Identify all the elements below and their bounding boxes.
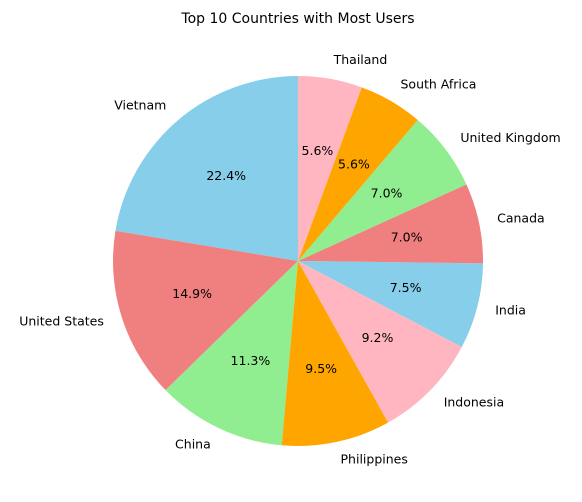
labels-layer: Vietnam 22.4% United States 14.9% China 11.3%…: [19, 52, 560, 466]
pie-slice-philippines: [281, 261, 389, 446]
pie-slice-south-africa: [298, 87, 418, 261]
pie-slice-united-kingdom: [298, 119, 467, 261]
slices-layer: [112, 76, 484, 446]
slice-label-philippines: Philippines: [341, 452, 408, 467]
slice-label-indonesia: Indonesia: [444, 395, 504, 410]
pct-label-south-africa: 5.6%: [338, 157, 370, 172]
pie-slice-united-states: [112, 230, 298, 391]
pct-label-china: 11.3%: [231, 353, 271, 368]
pct-label-indonesia: 9.2%: [362, 330, 394, 345]
pct-label-vietnam: 22.4%: [206, 168, 246, 183]
pie-slice-vietnam: [115, 76, 299, 261]
pct-label-india: 7.5%: [390, 280, 422, 295]
slice-label-india: India: [495, 302, 526, 317]
chart-title: Top 10 Countries with Most Users: [180, 11, 414, 27]
slice-label-united-states: United States: [19, 314, 104, 329]
slice-label-china: China: [175, 436, 211, 451]
pct-label-united-kingdom: 7.0%: [371, 186, 403, 201]
pct-label-thailand: 5.6%: [302, 143, 334, 158]
slice-label-canada: Canada: [497, 211, 545, 226]
pie-slice-thailand: [298, 76, 362, 261]
pie-slice-indonesia: [298, 261, 462, 423]
slice-label-united-kingdom: United Kingdom: [460, 130, 560, 145]
pct-label-philippines: 9.5%: [305, 361, 337, 376]
slice-label-vietnam: Vietnam: [114, 97, 166, 112]
pct-label-united-states: 14.9%: [172, 286, 212, 301]
slice-label-thailand: Thailand: [333, 52, 388, 67]
pct-label-canada: 7.0%: [391, 230, 423, 245]
slice-label-south-africa: South Africa: [400, 77, 476, 92]
pie-slice-canada: [298, 184, 484, 264]
pie-slice-china: [165, 261, 298, 446]
pie-slice-india: [298, 261, 483, 348]
